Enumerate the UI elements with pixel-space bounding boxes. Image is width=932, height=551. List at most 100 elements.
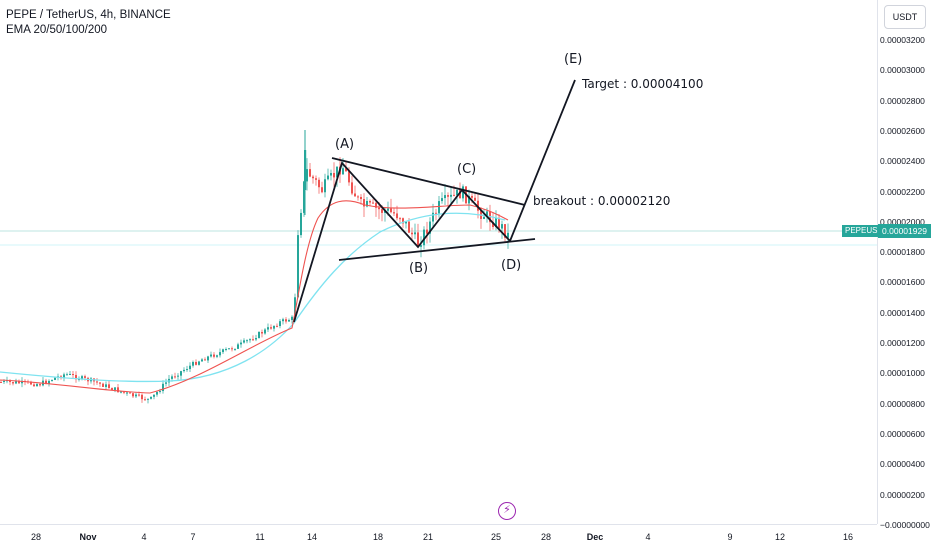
lightning-icon[interactable]: ⚡	[498, 502, 516, 520]
candle-body	[405, 221, 407, 224]
breakout-label: breakout : 0.00002120	[533, 194, 671, 208]
candle-body	[144, 399, 146, 401]
time-tick-label: 16	[842, 532, 854, 542]
candle-body	[303, 181, 305, 213]
candle-body	[21, 380, 23, 384]
candle-body	[213, 354, 215, 357]
candle-body	[30, 381, 32, 385]
indicator-title[interactable]: EMA 20/50/100/200	[6, 24, 108, 36]
time-tick-label: 28	[540, 532, 552, 542]
symbol-title[interactable]: PEPE / TetherUS, 4h, BINANCE	[6, 9, 171, 21]
candle-body	[387, 208, 389, 211]
candle-body	[471, 195, 473, 198]
time-tick-label: 14	[306, 532, 318, 542]
candle-body	[438, 201, 440, 214]
candle-body	[183, 369, 185, 372]
price-tick-label: 0.00002800	[880, 95, 925, 106]
candle-body	[129, 392, 131, 394]
candle-body	[423, 229, 425, 246]
candle-body	[414, 232, 416, 235]
candle-body	[495, 217, 497, 228]
candle-body	[264, 329, 266, 334]
chart-legend[interactable]: PEPE / TetherUS, 4h, BINANCE EMA 20/50/1…	[6, 8, 171, 38]
price-tick-label: 0.00000600	[880, 428, 925, 439]
candle-body	[429, 221, 431, 234]
currency-unit-button[interactable]: USDT	[884, 5, 926, 29]
wave-label-a: (A)	[335, 137, 355, 152]
candle-body	[0, 382, 2, 383]
candle-body	[105, 384, 107, 387]
candle-body	[51, 379, 53, 381]
candle-body	[267, 327, 269, 330]
candle-body	[309, 169, 311, 177]
candle-body	[201, 359, 203, 362]
candle-body	[195, 361, 197, 365]
candle-body	[222, 349, 224, 353]
price-tick-label: 0.00001400	[880, 307, 925, 318]
candle-body	[9, 380, 11, 383]
candle-body	[63, 374, 65, 378]
time-tick-label: 18	[372, 532, 384, 542]
candle-body	[102, 383, 104, 387]
candle-body	[504, 224, 506, 238]
time-tick-label: 12	[774, 532, 786, 542]
candle-body	[123, 391, 125, 393]
candle-body	[363, 199, 365, 207]
candle-body	[474, 197, 476, 201]
price-tick-label: 0.00001600	[880, 277, 925, 288]
candle-body	[180, 371, 182, 376]
candle-body	[291, 316, 293, 320]
candle-body	[126, 392, 128, 394]
candle-body	[237, 344, 239, 349]
candle-body	[117, 387, 119, 393]
candle-body	[159, 391, 161, 393]
candle-body	[108, 384, 110, 389]
candle-body	[468, 195, 470, 204]
candle-body	[441, 198, 443, 202]
price-tick-label: 0.00002400	[880, 156, 925, 167]
price-tick-label: 0.00000400	[880, 459, 925, 470]
candle-body	[48, 380, 50, 384]
price-tick-label: 0.00002200	[880, 186, 925, 197]
candle-body	[348, 171, 350, 183]
price-axis[interactable]: 0.00003200 0.00003000 0.00002800 0.00002600…	[877, 0, 932, 530]
candle-body	[219, 352, 221, 356]
candle-body	[507, 232, 509, 238]
candle-body	[135, 394, 137, 397]
candle-body	[12, 382, 14, 384]
candle-body	[84, 376, 86, 378]
candle-body	[261, 332, 263, 334]
candle-body	[318, 179, 320, 188]
candle-body	[132, 393, 134, 397]
candle-body	[411, 232, 413, 235]
price-chart[interactable]	[0, 0, 877, 524]
time-axis[interactable]: 28 Nov 4 7 11 14 18 21 25 28 Dec 4 9 12 16	[0, 524, 877, 551]
candle-body	[294, 297, 296, 317]
triangle-upper-trendline	[331, 157, 526, 206]
candle-body	[72, 374, 74, 376]
triangle-lower-trendline	[338, 238, 536, 261]
candle-body	[492, 222, 494, 228]
candle-body	[54, 377, 56, 380]
price-tick-label: 0.00002600	[880, 125, 925, 136]
candle-body	[189, 365, 191, 370]
candle-body	[240, 342, 242, 345]
candle-body	[390, 208, 392, 213]
candle-body	[453, 194, 455, 196]
candle-body	[399, 218, 401, 220]
candle-body	[279, 321, 281, 327]
candle-body	[447, 195, 449, 197]
candle-body	[15, 381, 17, 384]
price-tick-label: 0.00003200	[880, 35, 925, 45]
candle-body	[498, 217, 500, 229]
candle-body	[501, 224, 503, 229]
candle-body	[273, 325, 275, 329]
candle-body	[402, 218, 404, 224]
candle-body	[231, 348, 233, 350]
candle-body	[228, 348, 230, 350]
candle-body	[246, 340, 248, 342]
chart-area[interactable]	[0, 0, 877, 524]
candle-body	[285, 319, 287, 322]
candle-body	[165, 382, 167, 384]
candle-body	[432, 212, 434, 222]
